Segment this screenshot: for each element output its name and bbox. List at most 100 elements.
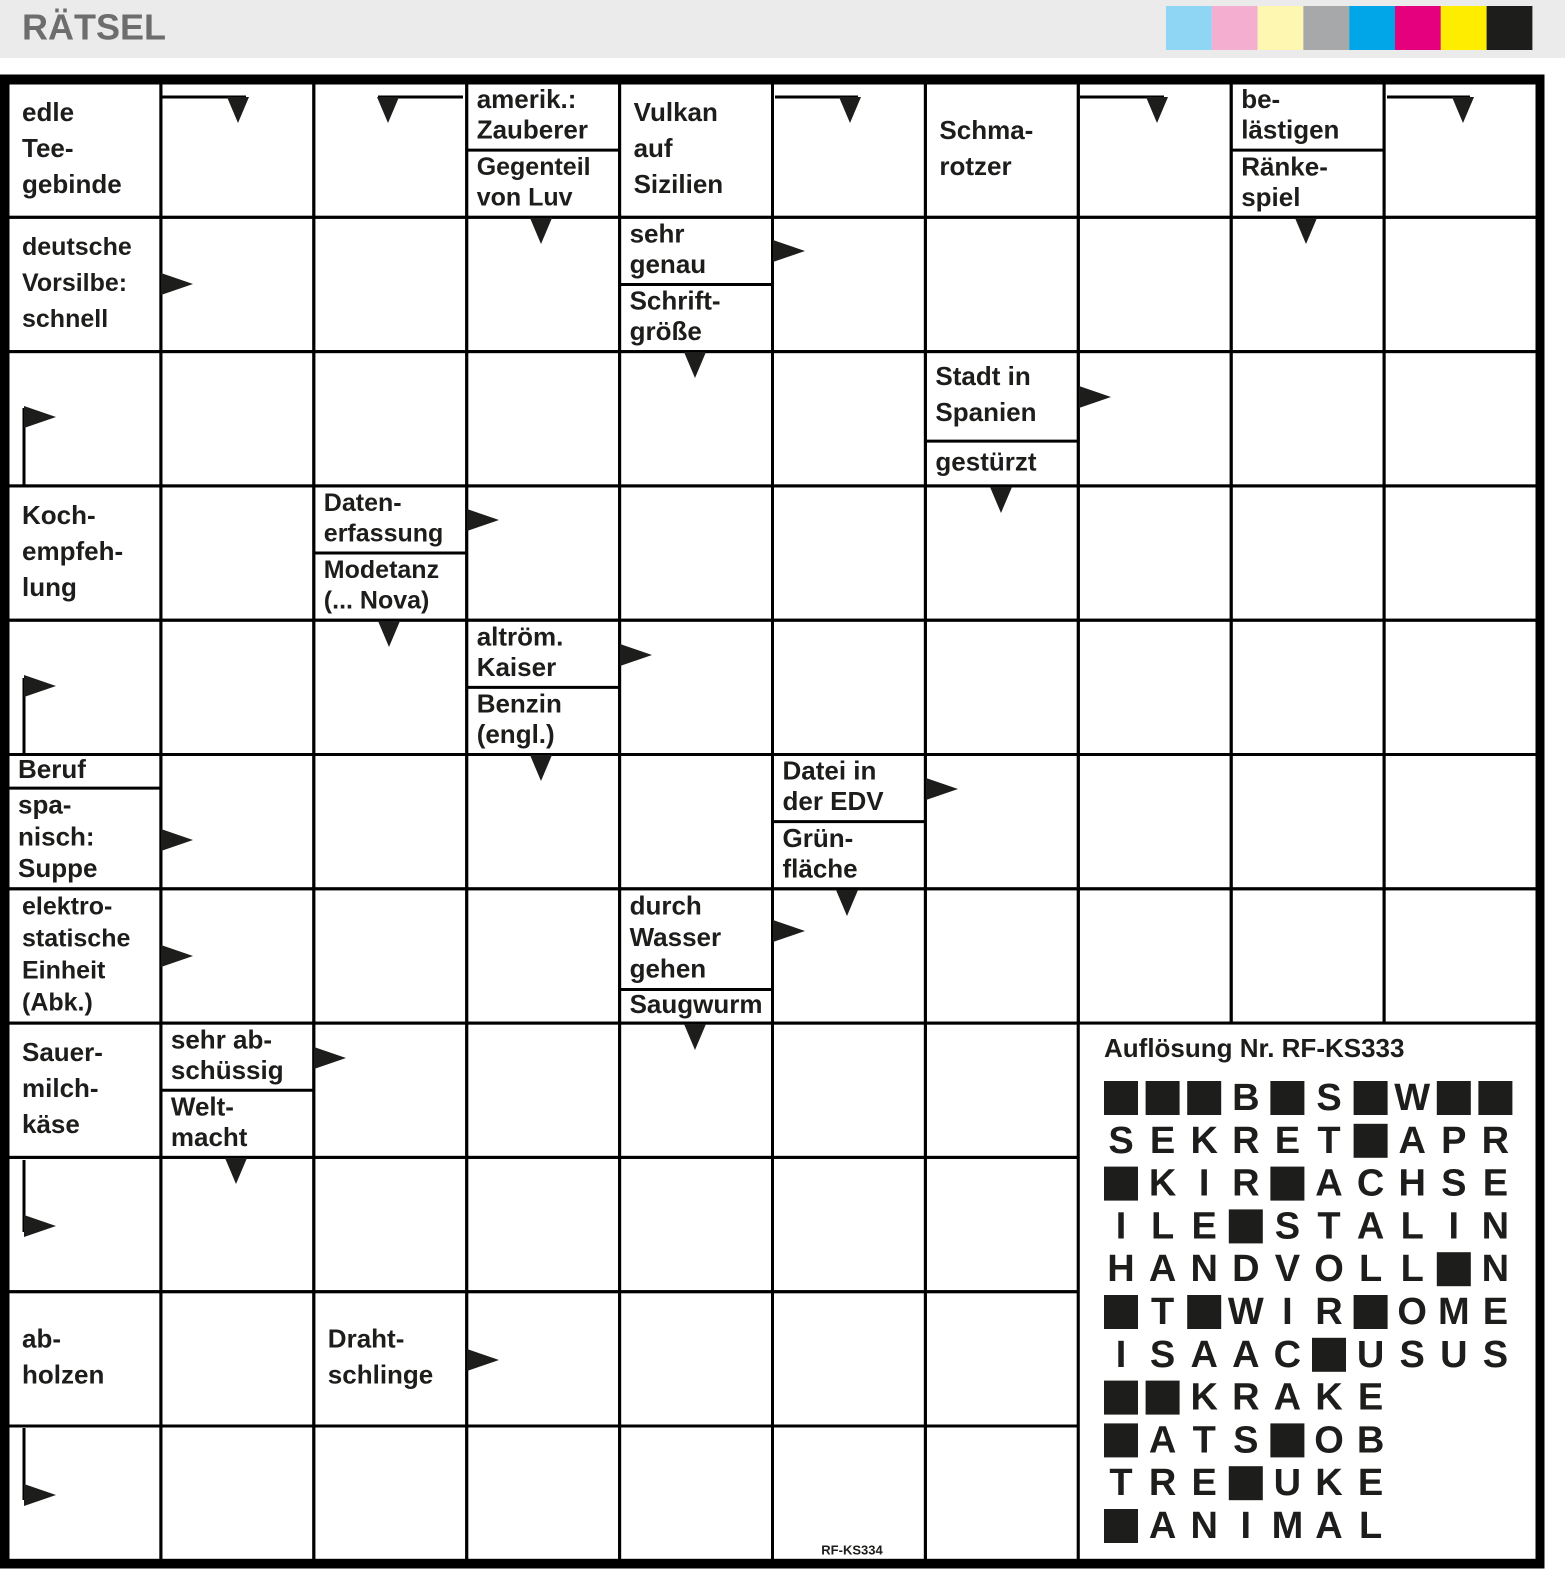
- clue-text: Modetanz: [324, 556, 439, 584]
- solution-letter: S: [1150, 1334, 1175, 1376]
- arrow: [24, 1484, 56, 1506]
- clue-text: Sizilien: [634, 169, 724, 199]
- solution-letter: A: [1274, 1377, 1301, 1419]
- arrow: [684, 352, 706, 378]
- arrow: [24, 675, 56, 697]
- solution-letter: C: [1274, 1334, 1301, 1376]
- solution-letter: A: [1315, 1163, 1342, 1205]
- solution-block: [1312, 1337, 1346, 1372]
- solution-block: [1270, 1081, 1305, 1115]
- solution-block: [1187, 1081, 1222, 1115]
- clue-text: lung: [22, 572, 77, 602]
- clue-text: milch-: [22, 1073, 99, 1103]
- clue-text: Schrift-: [630, 286, 721, 316]
- solution-letter: K: [1190, 1377, 1218, 1419]
- clue-text: Suppe: [18, 853, 97, 883]
- clue-text: schnell: [22, 305, 108, 333]
- clue-text: sehr: [630, 218, 685, 248]
- solution-letter: I: [1241, 1505, 1252, 1547]
- solution-letter: N: [1190, 1248, 1217, 1290]
- arrow: [990, 487, 1012, 513]
- solution-block: [1145, 1380, 1180, 1415]
- solution-letter: I: [1282, 1291, 1293, 1333]
- clue-text: nisch:: [18, 821, 95, 851]
- solution-letter: S: [1400, 1334, 1425, 1376]
- clue-text: (engl.): [477, 719, 555, 749]
- solution-letter: S: [1233, 1419, 1258, 1461]
- arrow: [314, 1047, 346, 1069]
- solution-block: [1436, 1081, 1471, 1115]
- solution-letter: S: [1441, 1163, 1466, 1205]
- clue-text: Spanien: [935, 397, 1036, 427]
- arrow: [530, 755, 552, 781]
- clue-text: empfeh-: [22, 536, 123, 566]
- clue-text: Vulkan: [634, 97, 718, 127]
- solution-letter: L: [1359, 1505, 1382, 1547]
- clue-text: be-: [1241, 84, 1280, 114]
- solution-letter: U: [1357, 1334, 1384, 1376]
- arrow: [1452, 97, 1474, 123]
- solution-letter: E: [1483, 1291, 1508, 1333]
- solution-block: [1353, 1123, 1388, 1158]
- solution-title: Auflösung Nr. RF-KS333: [1104, 1033, 1404, 1063]
- clue-text: Ränke-: [1241, 151, 1328, 181]
- solution-letter: E: [1192, 1205, 1217, 1247]
- solution-letter: A: [1357, 1205, 1384, 1247]
- solution-letter: R: [1232, 1120, 1259, 1162]
- solution-block: [1104, 1509, 1138, 1543]
- solution-letter: T: [1317, 1120, 1340, 1162]
- arrow: [225, 1158, 247, 1184]
- solution-letter: S: [1483, 1334, 1508, 1376]
- solution-letter: R: [1232, 1163, 1259, 1205]
- clue-text: fläche: [783, 853, 858, 883]
- solution-letter: B: [1232, 1077, 1259, 1119]
- solution-letter: K: [1315, 1377, 1343, 1419]
- solution-letter: N: [1482, 1248, 1509, 1290]
- solution-letter: A: [1149, 1419, 1176, 1461]
- solution-letter: S: [1316, 1077, 1341, 1119]
- clue-text: spiel: [1241, 182, 1300, 212]
- solution-block: [1104, 1423, 1138, 1458]
- clue-text: Draht-: [328, 1324, 405, 1354]
- clue-text: gebinde: [22, 169, 122, 199]
- arrow: [926, 778, 958, 800]
- color-swatch: [1211, 6, 1258, 50]
- solution-letter: R: [1482, 1120, 1509, 1162]
- solution-block: [1353, 1295, 1388, 1329]
- solution-letter: A: [1398, 1120, 1425, 1162]
- clue-text: elektro-: [22, 892, 112, 920]
- clue-text: deutsche: [22, 233, 132, 261]
- arrow: [530, 218, 552, 244]
- clue-text: Daten-: [324, 489, 402, 517]
- clue-text: (Abk.): [22, 989, 93, 1017]
- clue-text: amerik.:: [477, 84, 577, 114]
- solution-block: [1353, 1081, 1388, 1115]
- solution-letter: M: [1272, 1505, 1304, 1547]
- clue-text: Einheit: [22, 957, 106, 985]
- clue-text: Welt-: [171, 1091, 234, 1121]
- solution-block: [1270, 1166, 1305, 1201]
- clue-text: Stadt in: [935, 361, 1030, 391]
- clue-text: lästigen: [1241, 115, 1339, 145]
- solution-letter: A: [1190, 1334, 1217, 1376]
- solution-letter: S: [1108, 1120, 1133, 1162]
- clue-text: statische: [22, 925, 130, 953]
- clue-text: Beruf: [18, 754, 86, 784]
- solution-block: [1104, 1295, 1138, 1329]
- clue-text: Datei in: [783, 756, 877, 786]
- clue-text: größe: [630, 316, 702, 346]
- clue-text: altröm.: [477, 621, 564, 651]
- color-swatch: [1486, 6, 1533, 50]
- clue-text: ab-: [22, 1324, 61, 1354]
- clue-text: erfassung: [324, 519, 443, 547]
- solution-letter: R: [1315, 1291, 1342, 1333]
- clue-text: Kaiser: [477, 652, 557, 682]
- arrow: [161, 273, 193, 295]
- clue-text: Koch-: [22, 500, 96, 530]
- color-swatch: [1349, 6, 1395, 50]
- solution-letter: U: [1274, 1462, 1301, 1504]
- arrow: [378, 621, 400, 647]
- solution-letter: I: [1116, 1205, 1127, 1247]
- clue-text: sehr ab-: [171, 1024, 272, 1054]
- solution-block: [1104, 1081, 1138, 1115]
